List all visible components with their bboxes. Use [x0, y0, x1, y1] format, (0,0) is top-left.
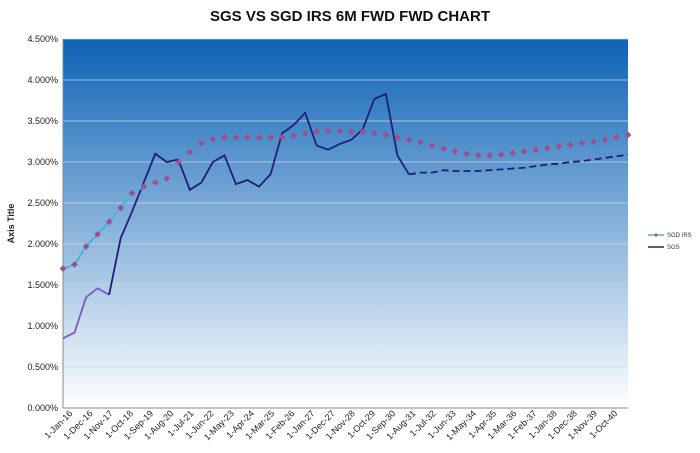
y-tick-label: 2.000%	[27, 239, 58, 249]
y-axis-title: Axis Title	[6, 204, 16, 244]
data-point-sgd-irs	[359, 128, 367, 135]
y-tick-label: 3.500%	[27, 116, 58, 126]
data-point-sgd-irs	[151, 179, 159, 186]
data-point-sgd-irs	[232, 134, 240, 141]
data-point-sgd-irs	[163, 175, 171, 182]
data-point-sgd-irs	[417, 139, 424, 146]
data-point-sgd-irs	[428, 142, 436, 149]
legend-label-sgd-irs: SGD IRS	[667, 233, 692, 239]
y-axis: 0.000% 0.500% 1.000% 1.500% 2.000% 2.500% 3.00…	[27, 34, 64, 413]
legend: SGD IRS SGS	[648, 233, 692, 251]
series-line-sgs	[108, 92, 410, 296]
y-tick-label: 4.500%	[27, 34, 58, 44]
data-point-sgd-irs	[175, 158, 182, 166]
x-axis: 1-Jan-161-Dec-161-Nov-171-Oct-181-Sep-19…	[42, 407, 628, 442]
data-point-sgd-irs	[336, 127, 344, 135]
chart-title: SGS VS SGD IRS 6M FWD FWD CHART	[209, 8, 490, 25]
y-tick-label: 4.000%	[27, 75, 58, 85]
data-point-sgd-irs	[117, 204, 124, 212]
series-line-sgs-early	[62, 287, 110, 340]
data-point-sgd-irs	[313, 128, 320, 135]
data-point-sgd-irs	[324, 127, 332, 135]
data-point-sgd-irs	[382, 131, 390, 139]
data-point-sgd-irs	[371, 130, 378, 137]
y-tick-label: 0.000%	[27, 403, 58, 413]
data-point-sgd-irs	[255, 134, 263, 141]
plot-area	[63, 39, 628, 408]
data-point-sgd-irs	[463, 150, 470, 158]
data-point-sgd-irs	[278, 134, 286, 141]
data-point-sgd-irs	[71, 261, 78, 268]
data-point-sgd-irs	[543, 144, 551, 152]
y-tick-label: 0.500%	[27, 362, 58, 372]
data-point-sgd-irs	[59, 265, 67, 272]
y-tick-label: 1.500%	[27, 280, 58, 290]
data-point-sgd-irs	[244, 134, 251, 141]
data-point-sgd-irs	[486, 152, 493, 159]
data-point-sgd-irs	[128, 189, 136, 197]
series-line-sgs-dashed	[408, 153, 629, 176]
legend-label-sgs: SGS	[667, 245, 680, 251]
data-point-sgd-irs	[209, 135, 217, 143]
data-point-sgd-irs	[105, 218, 113, 226]
data-point-sgd-irs	[624, 131, 632, 139]
data-point-sgd-irs	[405, 136, 413, 144]
data-point-sgd-irs	[82, 243, 90, 250]
data-point-sgd-irs	[613, 134, 620, 141]
data-point-sgd-irs	[267, 134, 274, 141]
data-point-sgd-irs	[590, 138, 597, 145]
data-point-sgd-irs	[451, 148, 459, 155]
data-point-sgd-irs	[555, 143, 563, 150]
series-group	[59, 92, 632, 340]
data-point-sgd-irs	[140, 183, 148, 190]
data-point-sgd-irs	[601, 136, 609, 144]
data-point-sgd-irs	[198, 139, 205, 147]
data-point-sgd-irs	[532, 146, 540, 153]
data-point-sgd-irs	[186, 148, 194, 156]
data-point-sgd-irs	[290, 132, 297, 140]
data-point-sgd-irs	[221, 134, 228, 141]
data-point-sgd-irs	[394, 134, 401, 141]
series-line-sgd-irs	[62, 185, 145, 270]
data-point-sgd-irs	[347, 128, 355, 135]
data-point-sgd-irs	[497, 151, 505, 158]
y-tick-label: 1.000%	[27, 321, 58, 331]
y-tick-label: 3.000%	[27, 157, 58, 167]
data-point-sgd-irs	[301, 130, 309, 137]
data-point-sgd-irs	[520, 148, 528, 155]
y-tick-label: 2.500%	[27, 198, 58, 208]
data-point-sgd-irs	[94, 230, 101, 238]
data-point-sgd-irs	[474, 152, 482, 159]
data-point-sgd-irs	[578, 139, 586, 147]
data-point-sgd-irs	[440, 145, 447, 153]
data-point-sgd-irs	[567, 141, 574, 149]
data-point-sgd-irs	[509, 149, 516, 157]
legend-marker-sgd-irs	[654, 233, 658, 237]
